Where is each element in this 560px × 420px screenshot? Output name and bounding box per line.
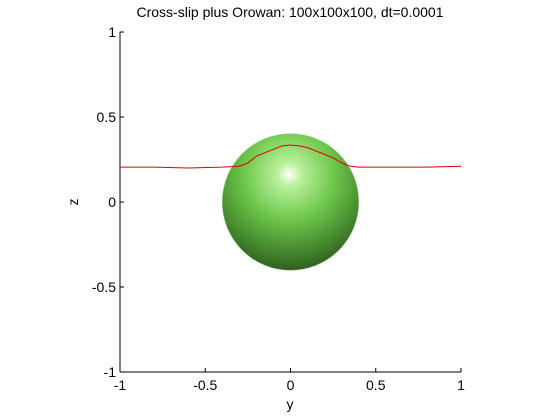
x-tick-label: -1 (114, 377, 127, 393)
line (120, 144, 462, 169)
y-tick-label: 1 (108, 24, 116, 40)
chart-title: Cross-slip plus Orowan: 100x100x100, dt=… (136, 4, 443, 20)
y-tick-label: 0 (108, 194, 116, 210)
x-tick-label: -0.5 (193, 377, 217, 393)
x-tick-label: 0 (287, 377, 295, 393)
sphere (221, 133, 360, 271)
x-tick-label: 1 (457, 377, 465, 393)
y-axis-label: z (65, 199, 81, 206)
x-axis-label: y (287, 396, 294, 412)
y-tick-label: 0.5 (97, 109, 117, 125)
y-tick-label: -0.5 (92, 279, 116, 295)
y-tick-label: -1 (104, 364, 117, 380)
x-tick-label: 0.5 (366, 377, 386, 393)
